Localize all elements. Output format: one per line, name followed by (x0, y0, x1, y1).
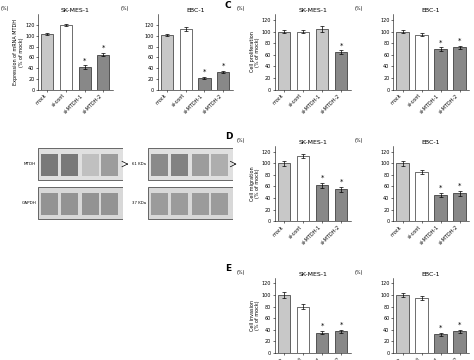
Bar (61, 193, 78, 215)
Bar (41, 34, 54, 90)
Bar (335, 52, 347, 90)
Y-axis label: Expression of mRNA MTDH
(% of mock): Expression of mRNA MTDH (% of mock) (13, 19, 24, 85)
Bar (316, 333, 328, 353)
Bar (415, 298, 428, 353)
Text: (%): (%) (237, 6, 245, 12)
Bar (38, 187, 123, 219)
Bar (180, 29, 192, 90)
Text: *: * (458, 38, 461, 44)
Bar (199, 78, 210, 90)
Bar (148, 148, 233, 180)
Text: *: * (339, 42, 343, 48)
Bar (61, 153, 78, 176)
Bar (415, 35, 428, 90)
Text: *: * (221, 63, 225, 69)
Text: (%): (%) (237, 138, 245, 143)
Bar (434, 195, 447, 221)
Text: *: * (339, 179, 343, 185)
Bar (60, 25, 72, 90)
Text: 37 KDa: 37 KDa (132, 201, 146, 205)
Text: *: * (439, 185, 442, 191)
Title: EBC-1: EBC-1 (422, 8, 440, 13)
Text: *: * (439, 40, 442, 45)
Bar (79, 67, 91, 90)
Bar (396, 295, 409, 353)
Bar (454, 332, 466, 353)
Bar (335, 332, 347, 353)
Bar (192, 153, 209, 176)
Text: *: * (458, 322, 461, 328)
Bar (148, 187, 233, 219)
Text: D: D (225, 132, 232, 141)
Bar (97, 55, 109, 90)
Bar (278, 32, 291, 90)
Bar (151, 153, 168, 176)
Title: SK-MES-1: SK-MES-1 (298, 8, 327, 13)
Bar (82, 153, 99, 176)
Bar (415, 172, 428, 221)
Bar (316, 185, 328, 221)
Text: (%): (%) (355, 138, 363, 143)
Bar (316, 29, 328, 90)
Text: (%): (%) (355, 6, 363, 12)
Bar (217, 72, 229, 90)
Bar (161, 35, 173, 90)
Bar (171, 193, 188, 215)
Bar (396, 163, 409, 221)
Text: 61 KDa: 61 KDa (132, 162, 146, 166)
Bar (278, 163, 291, 221)
Text: E: E (225, 264, 231, 273)
Bar (41, 153, 58, 176)
Text: *: * (320, 175, 324, 181)
Y-axis label: Cell proliferation
(% of mock): Cell proliferation (% of mock) (249, 32, 260, 72)
Bar (151, 193, 168, 215)
Bar (434, 334, 447, 353)
Text: (%): (%) (237, 270, 245, 275)
Bar (297, 306, 310, 353)
Title: SK-MES-1: SK-MES-1 (298, 271, 327, 276)
Y-axis label: Cell migration
(% of mock): Cell migration (% of mock) (249, 166, 260, 201)
Bar (454, 193, 466, 221)
Text: (%): (%) (0, 6, 9, 12)
Bar (454, 48, 466, 90)
Text: *: * (83, 58, 86, 64)
Bar (278, 295, 291, 353)
Bar (211, 193, 228, 215)
Text: GAPDH: GAPDH (21, 201, 36, 205)
Bar (192, 193, 209, 215)
Bar (171, 153, 188, 176)
Bar (297, 156, 310, 221)
Bar (335, 189, 347, 221)
Title: EBC-1: EBC-1 (186, 8, 204, 13)
Text: *: * (439, 325, 442, 331)
Title: SK-MES-1: SK-MES-1 (298, 140, 327, 145)
Bar (82, 193, 99, 215)
Bar (211, 153, 228, 176)
Bar (297, 32, 310, 90)
Text: C: C (225, 1, 232, 10)
Title: EBC-1: EBC-1 (422, 140, 440, 145)
Text: (%): (%) (120, 6, 128, 12)
Bar (396, 32, 409, 90)
Bar (101, 153, 118, 176)
Text: *: * (458, 183, 461, 189)
Text: *: * (320, 323, 324, 329)
Text: *: * (101, 45, 105, 51)
Bar (101, 193, 118, 215)
Title: EBC-1: EBC-1 (422, 271, 440, 276)
Text: *: * (339, 322, 343, 328)
Text: (%): (%) (355, 270, 363, 275)
Text: MTDH: MTDH (24, 162, 36, 166)
Bar (434, 49, 447, 90)
Text: *: * (203, 69, 206, 75)
Bar (41, 193, 58, 215)
Bar (38, 148, 123, 180)
Title: SK-MES-1: SK-MES-1 (61, 8, 90, 13)
Y-axis label: Cell invasion
(% of mock): Cell invasion (% of mock) (249, 300, 260, 331)
